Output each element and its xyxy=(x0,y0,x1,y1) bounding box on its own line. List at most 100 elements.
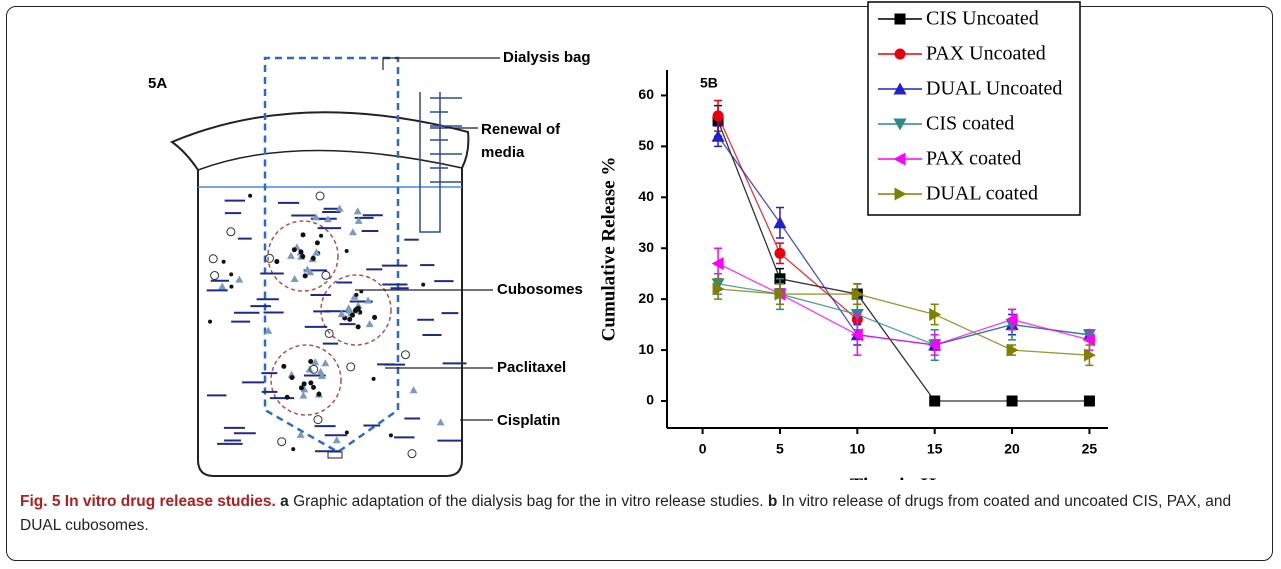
paclitaxel-mark xyxy=(218,282,226,289)
y-tick-label: 50 xyxy=(638,137,654,153)
y-tick-label: 0 xyxy=(646,392,654,408)
cisplatin-dot xyxy=(229,272,233,276)
y-tick-label: 40 xyxy=(638,188,654,204)
cisplatin-dot xyxy=(285,395,290,400)
vesicle xyxy=(209,255,217,263)
cisplatin-dot xyxy=(350,313,355,318)
cisplatin-dot xyxy=(281,364,286,369)
paclitaxel-mark xyxy=(299,392,307,399)
y-tick-label: 10 xyxy=(638,341,654,357)
cisplatin-dot xyxy=(298,249,303,254)
panel-label: 5A xyxy=(148,75,167,92)
cubosomes-label: Cubosomes xyxy=(497,281,583,298)
series-line xyxy=(718,289,1089,355)
annotation: 5B xyxy=(700,75,718,91)
y-tick-label: 30 xyxy=(638,239,654,255)
caption-text: Fig. 5 In vitro drug release studies. xyxy=(20,493,276,510)
x-tick-label: 25 xyxy=(1082,441,1098,457)
cisplatin-dot xyxy=(389,433,393,437)
legend-label: DUAL Uncoated xyxy=(926,78,1062,100)
paclitaxel-mark xyxy=(410,386,418,393)
paclitaxel-mark xyxy=(364,296,372,303)
marker xyxy=(1084,396,1095,407)
paclitaxel-mark xyxy=(345,304,353,311)
paclitaxel-mark xyxy=(354,207,362,214)
legend-label: PAX Uncoated xyxy=(926,43,1046,65)
paclitaxel-mark xyxy=(437,418,445,425)
caption: Fig. 5 In vitro drug release studies. a … xyxy=(20,490,1265,538)
x-tick-label: 20 xyxy=(1004,441,1020,457)
cisplatin-dot xyxy=(354,307,359,312)
cisplatin-dot xyxy=(315,240,320,245)
cisplatin-dot xyxy=(319,234,323,238)
vesicle xyxy=(227,228,235,236)
cisplatin-dot xyxy=(421,283,425,287)
x-axis-label: Time in Hr xyxy=(850,475,945,480)
cisplatin-dot xyxy=(345,249,349,253)
y-tick-label: 20 xyxy=(638,290,654,306)
x-tick-label: 15 xyxy=(927,441,943,457)
marker xyxy=(929,396,940,407)
paclitaxel-mark xyxy=(321,359,329,366)
cisplatin-dot xyxy=(372,315,377,320)
vesicle xyxy=(316,192,324,200)
figure: 5A Dialysis bag Renewal of media Cubosom… xyxy=(0,0,1281,480)
cisplatin-dot xyxy=(208,320,212,324)
caption-text: Graphic adaptation of the dialysis bag f… xyxy=(293,493,763,510)
cisplatin-dot xyxy=(308,380,313,385)
cisplatin-dot xyxy=(345,431,349,435)
vesicle xyxy=(314,416,322,424)
x-tick-label: 5 xyxy=(776,441,784,457)
renewal-label: Renewal of xyxy=(481,121,561,138)
legend-label: CIS coated xyxy=(926,113,1014,135)
cisplatin-dot xyxy=(303,273,308,278)
vesicle xyxy=(322,271,330,279)
paclitaxel-mark xyxy=(235,276,243,283)
paclitaxel-mark xyxy=(349,228,357,235)
series-line xyxy=(718,116,857,320)
diagram: 5A Dialysis bag Renewal of media Cubosom… xyxy=(148,49,591,476)
renewal-label: media xyxy=(481,144,525,161)
legend-marker xyxy=(895,49,906,60)
cisplatin-dot xyxy=(301,232,306,237)
x-tick-label: 0 xyxy=(699,441,707,457)
paclitaxel-mark xyxy=(333,436,341,443)
cisplatin-dot xyxy=(292,247,297,252)
cisplatin-dot xyxy=(248,194,252,198)
cisplatin-dot xyxy=(222,260,226,264)
marker xyxy=(1007,396,1018,407)
cisplatin-dot xyxy=(289,375,294,380)
legend-label: DUAL coated xyxy=(926,183,1038,205)
cisplatin-dot xyxy=(229,285,233,289)
dialysis-bag xyxy=(265,58,398,452)
cisplatin-dot xyxy=(356,324,361,329)
cisplatin-dot xyxy=(316,392,321,397)
chart: 0 10 20 30 40 50 60 0 5 10 15 20 25 Time in Hr Cumulat… xyxy=(598,2,1108,480)
paclitaxel-mark xyxy=(287,252,295,259)
cisplatin-dot xyxy=(274,259,279,264)
legend-label: PAX coated xyxy=(926,148,1021,170)
vesicle xyxy=(401,351,409,359)
cubosome xyxy=(271,345,341,415)
beaker-rim xyxy=(198,150,462,170)
cisplatin-dot xyxy=(372,377,376,381)
y-tick-label: 60 xyxy=(638,86,654,102)
legend-label: CIS Uncoated xyxy=(926,8,1039,30)
x-tick-label: 10 xyxy=(850,441,866,457)
marker xyxy=(713,110,724,121)
paclitaxel-mark xyxy=(366,320,374,327)
dialysis-bag-label: Dialysis bag xyxy=(503,49,591,66)
cisplatin-dot xyxy=(354,293,358,297)
legend-marker xyxy=(895,14,906,25)
paclitaxel-mark xyxy=(291,275,299,282)
y-axis-label: Cumulative Release % xyxy=(598,157,619,342)
page: 5A Dialysis bag Renewal of media Cubosom… xyxy=(0,0,1281,569)
cisplatin-dot xyxy=(311,385,316,390)
pipette-scale xyxy=(430,98,462,182)
cisplatin-dot xyxy=(347,317,352,322)
vesicle xyxy=(266,254,274,262)
marker xyxy=(774,248,785,259)
marker xyxy=(773,216,786,228)
cisplatin-dot xyxy=(300,254,305,259)
caption-text: a xyxy=(280,493,289,510)
